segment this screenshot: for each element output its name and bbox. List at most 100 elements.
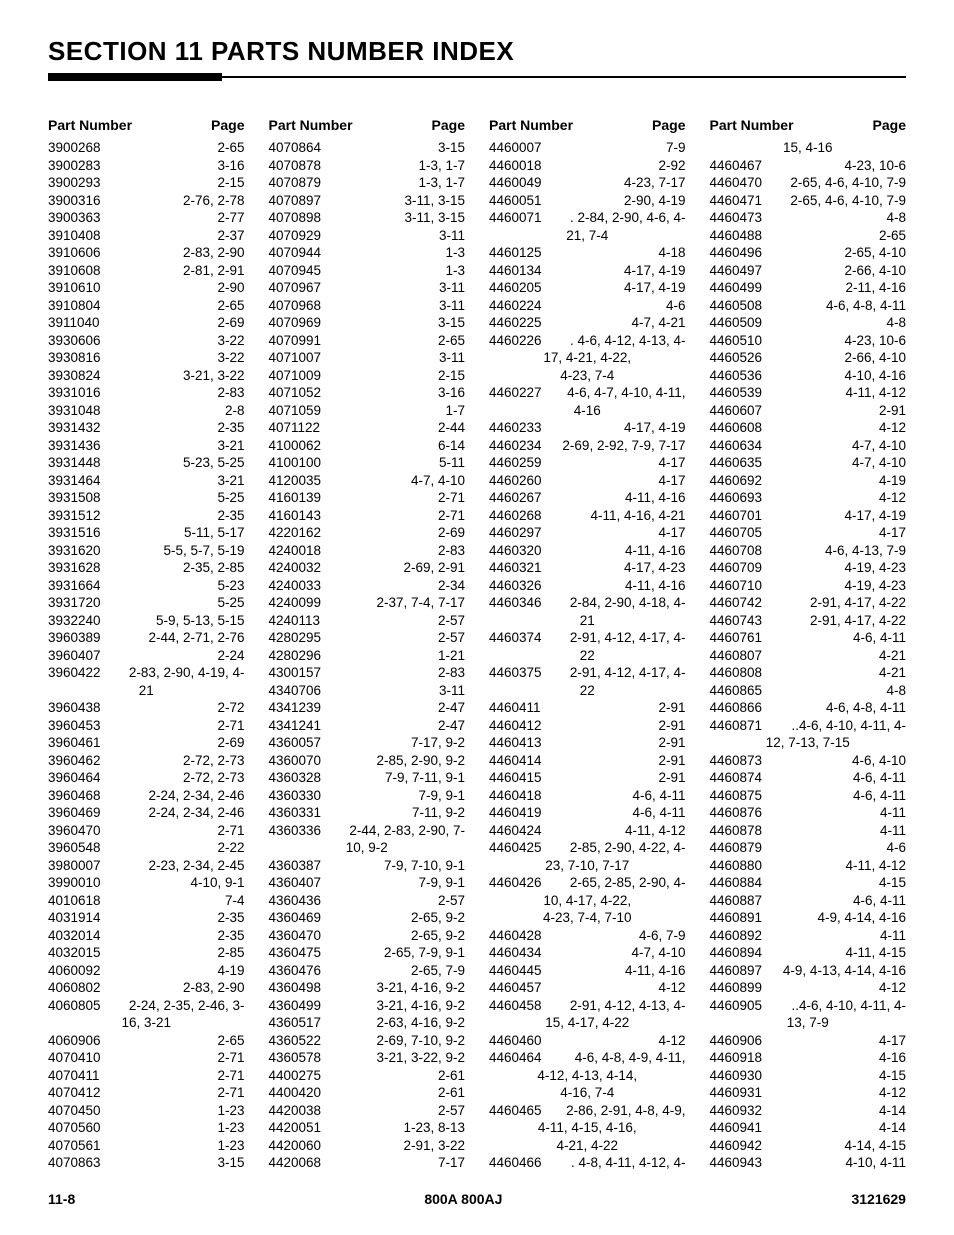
index-entry: 40609062-65 xyxy=(48,1032,245,1050)
part-number: 4460445 xyxy=(489,962,542,980)
page-ref: 2-35 xyxy=(217,419,244,437)
page-ref: 4-6, 4-11 xyxy=(632,804,685,822)
page-ref: 2-91 xyxy=(658,734,685,752)
index-entry: 42400322-69, 2-91 xyxy=(269,559,466,577)
index-entry: 44604284-6, 7-9 xyxy=(489,927,686,945)
part-number: 4160143 xyxy=(269,507,322,525)
page-ref: 4-12 xyxy=(879,419,906,437)
footer-left: 11-8 xyxy=(48,1191,75,1207)
page-ref: 2-11, 4-16 xyxy=(845,279,906,297)
index-entry: 4360470 2-65, 9-2 xyxy=(269,927,466,945)
part-number: 4400275 xyxy=(269,1067,322,1085)
part-number: 4360470 xyxy=(269,927,322,945)
index-entry: 39110402-69 xyxy=(48,314,245,332)
index-entry: 44605262-66, 4-10 xyxy=(710,349,907,367)
part-number: 4460692 xyxy=(710,472,763,490)
index-entry: 44601254-18 xyxy=(489,244,686,262)
page-ref: 4-11, 4-12 xyxy=(625,822,686,840)
index-entry: 44604122-91 xyxy=(489,717,686,735)
page-ref: . 2-84, 2-90, 4-6, 4- xyxy=(570,209,686,227)
index-entry: 43603877-9, 7-10, 9-1 xyxy=(269,857,466,875)
page-ref: 2-91, 4-17, 4-22 xyxy=(810,612,906,630)
page-ref: 2-65, 9-2 xyxy=(411,927,465,945)
page-ref: 4-10, 4-11 xyxy=(845,1154,906,1172)
page-ref: 2-66, 4-10 xyxy=(844,349,906,367)
part-number: 4070897 xyxy=(269,192,322,210)
part-number: 4460411 xyxy=(489,699,541,717)
index-entry: 43001572-83 xyxy=(269,664,466,682)
page-ref: 4-9, 4-13, 4-14, 4-16 xyxy=(783,962,906,980)
part-number: 3931464 xyxy=(48,472,101,490)
title-block: SECTION 11 PARTS NUMBER INDEX xyxy=(48,36,906,73)
index-entry: 40708791-3, 1-7 xyxy=(269,174,466,192)
index-entry: 39108042-65 xyxy=(48,297,245,315)
part-number: 4460693 xyxy=(710,489,763,507)
page-ref: 2-71 xyxy=(438,507,465,525)
index-entry: 42400992-37, 7-4, 7-17 xyxy=(269,594,466,612)
rule-thick xyxy=(48,73,222,81)
index-entry: 39310482-8 xyxy=(48,402,245,420)
part-number: 4032015 xyxy=(48,944,101,962)
part-number: 4240033 xyxy=(269,577,322,595)
index-entry: 44608754-6, 4-11 xyxy=(710,787,907,805)
part-number: 4070863 xyxy=(48,1154,101,1172)
part-number: 3960469 xyxy=(48,804,101,822)
index-entry: 39315165-11, 5-17 xyxy=(48,524,245,542)
page-ref: 4-17 xyxy=(658,472,685,490)
index-entry: 39604532-71 xyxy=(48,717,245,735)
page-ref: 2-90 xyxy=(217,279,244,297)
page-ref: 6-14 xyxy=(438,437,465,455)
page-ref: 4-15 xyxy=(879,1067,906,1085)
part-number: 4460509 xyxy=(710,314,763,332)
page-ref: 2-23, 2-34, 2-45 xyxy=(148,857,244,875)
index-entry: 4460897 4-9, 4-13, 4-14, 4-16 xyxy=(710,962,907,980)
index-entry: 40708633-15 xyxy=(48,1154,245,1172)
index-entry: 4460466. 4-8, 4-11, 4-12, 4- xyxy=(489,1154,686,1172)
index-entry: 39604702-71 xyxy=(48,822,245,840)
part-number: 4460499 xyxy=(710,279,763,297)
index-entry: 44605084-6, 4-8, 4-11 xyxy=(710,297,907,315)
index-entry: 43604983-21, 4-16, 9-2 xyxy=(269,979,466,997)
part-number: 4360336 xyxy=(269,822,322,840)
page-ref: 4-17, 4-19 xyxy=(844,507,906,525)
index-entry: 43604362-57 xyxy=(269,892,466,910)
part-number: 4460905 xyxy=(710,997,763,1015)
index-entry: 44004202-61 xyxy=(269,1084,466,1102)
part-number: 4460906 xyxy=(710,1032,763,1050)
page-ref: 2-57 xyxy=(438,1102,465,1120)
column-header: Part NumberPage xyxy=(489,117,686,133)
part-number: 4240113 xyxy=(269,612,321,630)
page-ref: 4-21 xyxy=(879,647,906,665)
index-entry: 42201622-69 xyxy=(269,524,466,542)
part-number: 4460473 xyxy=(710,209,763,227)
page-ref: 2-71 xyxy=(217,717,244,735)
page-ref: 1-23 xyxy=(217,1137,244,1155)
index-continuation: 4-16 xyxy=(489,402,686,420)
page-ref: 2-65 xyxy=(438,332,465,350)
part-number: 4460942 xyxy=(710,1137,763,1155)
part-number: 4460539 xyxy=(710,384,763,402)
page-ref: 3-11 xyxy=(439,297,465,315)
part-number: 4070412 xyxy=(48,1084,101,1102)
part-number: 4360499 xyxy=(269,997,322,1015)
column-header: Part NumberPage xyxy=(48,117,245,133)
page-ref: 4-6 xyxy=(666,297,686,315)
part-number: 4420051 xyxy=(269,1119,322,1137)
page-ref: 2-71 xyxy=(217,1049,244,1067)
part-number: 4071009 xyxy=(269,367,322,385)
page-ref: 4-11, 4-16 xyxy=(625,577,686,595)
index-entry: 44609424-14, 4-15 xyxy=(710,1137,907,1155)
page-ref: 2-83, 2-90 xyxy=(183,244,245,262)
part-number: 4460897 xyxy=(710,962,763,980)
index-entry: 39306063-22 xyxy=(48,332,245,350)
page-ref: 4-6, 4-11 xyxy=(853,629,906,647)
index-entry: 44200602-91, 3-22 xyxy=(269,1137,466,1155)
part-number: 4460932 xyxy=(710,1102,763,1120)
index-entry: 39104082-37 xyxy=(48,227,245,245)
index-entry: 44602054-17, 4-19 xyxy=(489,279,686,297)
index-entry: 43407063-11 xyxy=(269,682,466,700)
page-ref: 4-6, 4-8, 4-11 xyxy=(826,297,906,315)
page-ref: 2-44, 2-71, 2-76 xyxy=(148,629,244,647)
page-ref: 2-83 xyxy=(217,384,244,402)
page-ref: 3-21, 4-16, 9-2 xyxy=(376,997,465,1015)
